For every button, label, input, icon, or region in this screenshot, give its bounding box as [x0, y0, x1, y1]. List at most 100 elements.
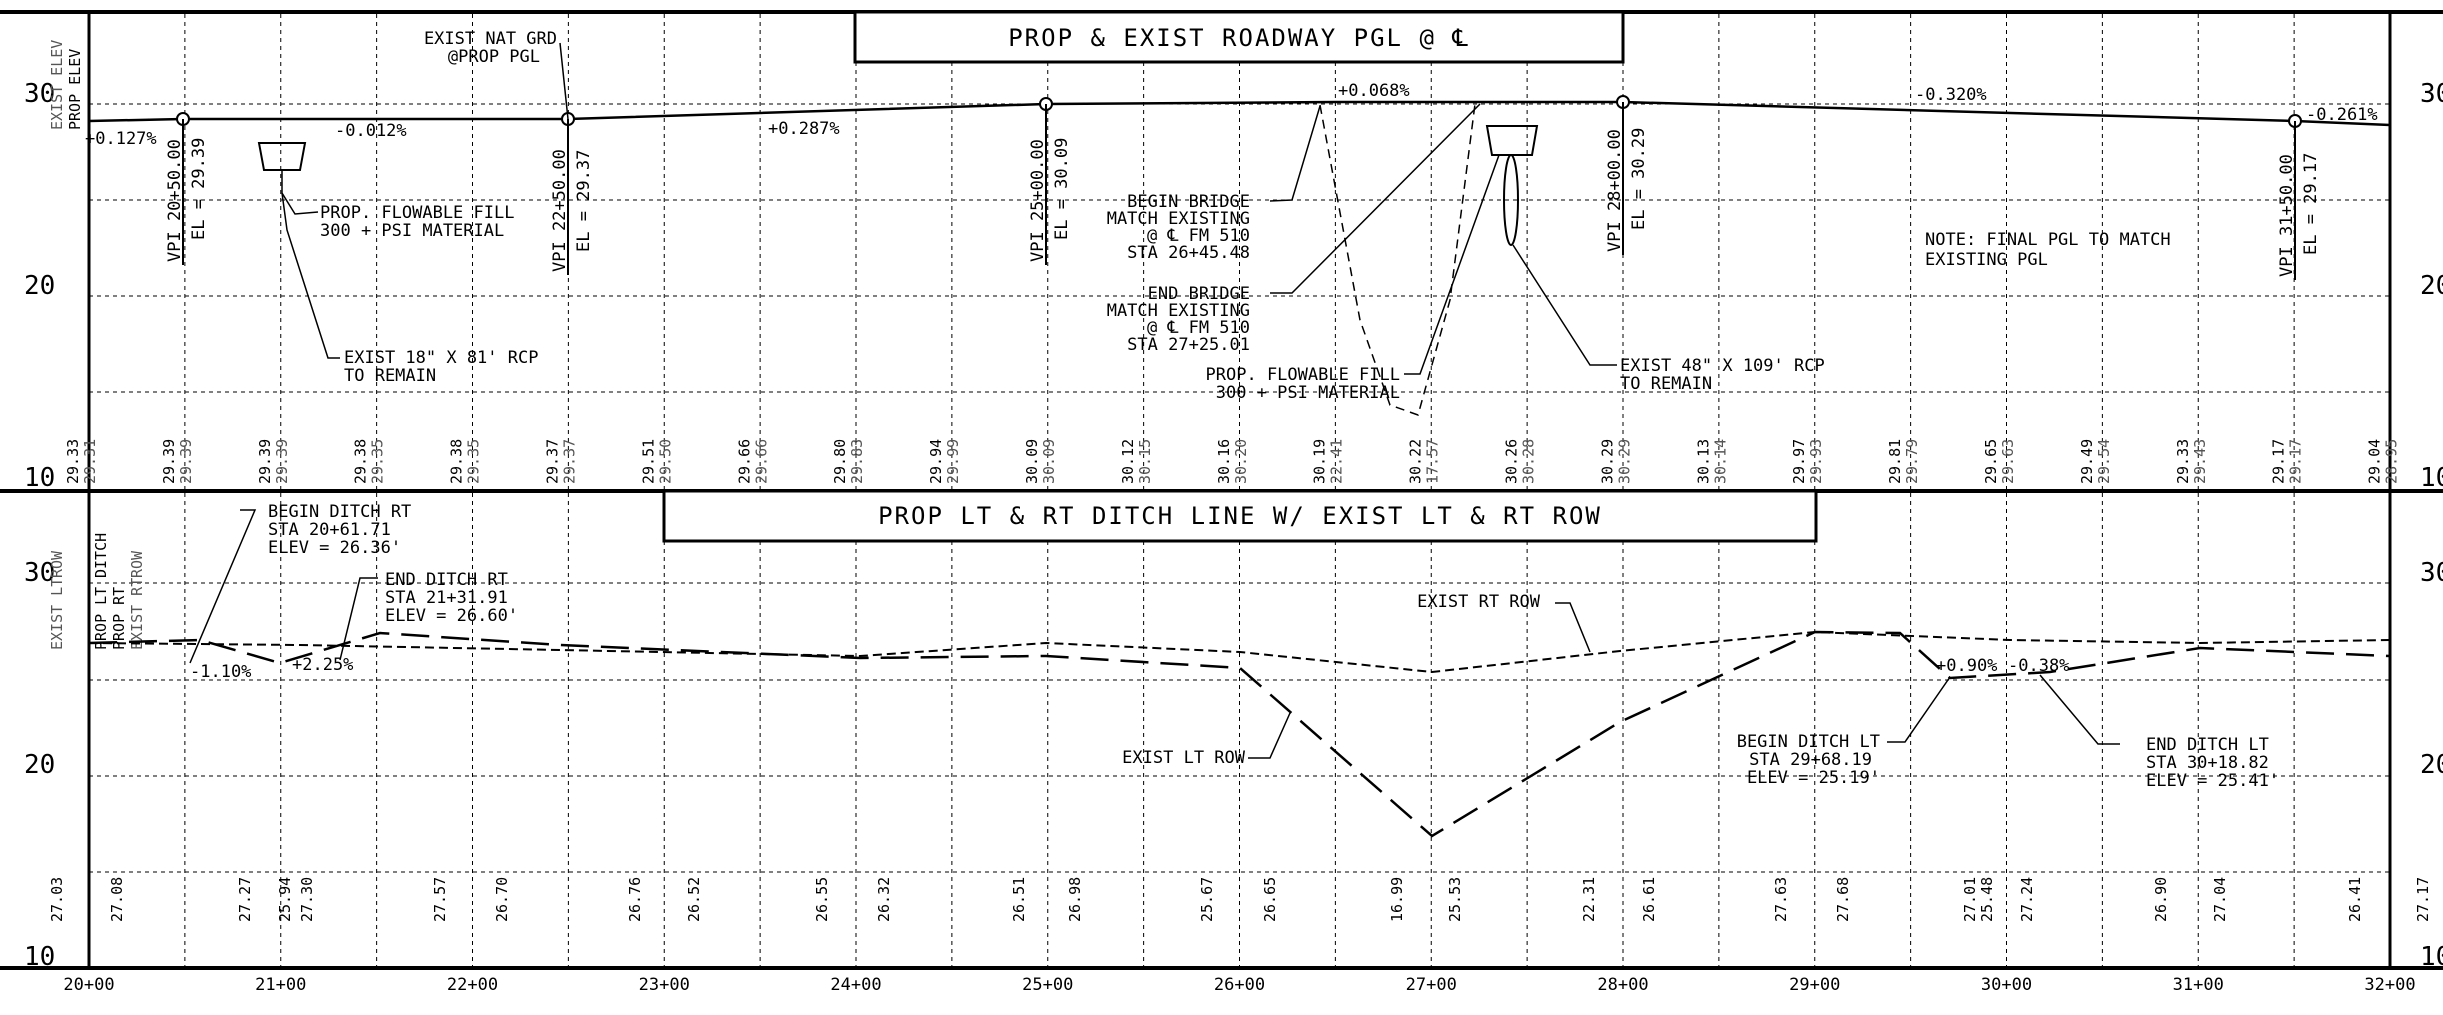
prop-elevation: 29.04 — [2366, 439, 2384, 484]
ditch-elevation: 26.32 — [875, 877, 893, 922]
ditch-elevation: 25.67 — [1198, 877, 1216, 922]
ditch-elevation: 27.04 — [2211, 877, 2229, 922]
ditch-elevation: 27.68 — [1834, 877, 1852, 922]
ditch-elevation: 25.53 — [1446, 877, 1464, 922]
ditch-elevation: 27.30 — [298, 877, 316, 922]
prop-elevation: 29.94 — [927, 439, 945, 484]
prop-elevation: 29.39 — [256, 439, 274, 484]
lower-elevation-labels: 27.03 27.08 27.27 25.94 27.30 27.57 26.70 26.76… — [48, 877, 2432, 922]
exist-elevation: 29.39 — [177, 439, 195, 484]
prop-elevation: 29.33 — [2174, 439, 2192, 484]
note-end-bridge-4: STA 27+25.01 — [1127, 335, 1250, 355]
prop-elevation: 29.81 — [1886, 439, 1904, 484]
prop-elevation: 30.16 — [1215, 439, 1233, 484]
side-prop-rt: PROP RT — [110, 587, 128, 650]
prop-elevation: 29.66 — [735, 439, 753, 484]
upper-title-box: PROP & EXIST ROADWAY PGL @ ℄ — [853, 10, 1625, 64]
exist-bridge-dip — [1319, 103, 1476, 416]
exist-elevation: 29.54 — [2095, 439, 2113, 484]
exist-elevation: 30.29 — [1615, 439, 1633, 484]
note-fill1-1: PROP. FLOWABLE FILL — [320, 203, 514, 223]
side-exist-elev: EXIST ELEV — [48, 40, 66, 130]
vpi-3-sta: VPI 25+00.00 — [1028, 139, 1048, 262]
ditch-elevation: 26.51 — [1010, 877, 1028, 922]
lower-y-10-right: 10 — [2420, 942, 2443, 972]
grid-lines — [89, 14, 2390, 966]
grade-2: -0.012% — [335, 121, 407, 141]
ditch-elevation: 26.98 — [1066, 877, 1084, 922]
lower-y-10: 10 — [24, 942, 55, 972]
lower-y-20-right: 20 — [2420, 750, 2443, 780]
ditch-elevation: 26.70 — [493, 877, 511, 922]
station-label: 31+00 — [2173, 975, 2224, 995]
station-label: 27+00 — [1406, 975, 1457, 995]
lower-y-30: 30 — [24, 558, 55, 588]
note-fill2-2: 300 + PSI MATERIAL — [1216, 383, 1400, 403]
note-final-pgl-1: NOTE: FINAL PGL TO MATCH — [1925, 230, 2171, 250]
vpi-4-el: EL = 30.29 — [1629, 128, 1649, 230]
note-final-pgl-2: EXISTING PGL — [1925, 250, 2048, 270]
prop-elevation: 30.22 — [1407, 439, 1425, 484]
lower-title-box: PROP LT & RT DITCH LINE W/ EXIST LT & RT… — [662, 489, 1818, 543]
exist-elevation: 17.57 — [1424, 439, 1442, 484]
prop-elevation: 29.49 — [2078, 439, 2096, 484]
upper-y-10: 10 — [24, 463, 55, 493]
lower-grade-4: -0.38% — [2008, 656, 2069, 676]
upper-elevation-labels: 29.33 29.31 29.39 29.39 29.39 29.39 29.38 29.35… — [64, 439, 2401, 484]
prop-elevation: 29.37 — [544, 439, 562, 484]
exist-elevation: 29.37 — [561, 439, 579, 484]
ditch-elevation: 26.55 — [813, 877, 831, 922]
lower-grade-3: +0.90% — [1936, 656, 1997, 676]
lower-grade-1: -1.10% — [190, 662, 251, 682]
pgl-profile — [88, 42, 2391, 416]
ditch-elevation: 27.27 — [236, 877, 254, 922]
note-nat-grd-1: EXIST NAT GRD — [424, 29, 557, 49]
side-row-1: ROW — [48, 550, 66, 578]
vpi-5-sta: VPI 31+50.00 — [2277, 154, 2297, 277]
note-end-ditch-rt-3: ELEV = 26.60' — [385, 606, 518, 626]
vpi-4-sta: VPI 28+00.00 — [1605, 129, 1625, 252]
exist-elevation: 30.20 — [1232, 439, 1250, 484]
note-fill1-2: 300 + PSI MATERIAL — [320, 221, 504, 241]
station-label: 26+00 — [1214, 975, 1265, 995]
station-label: 25+00 — [1022, 975, 1073, 995]
ditch-profile — [88, 509, 2391, 838]
side-ditch-1: DITCH — [92, 533, 110, 578]
exist-elevation: 29.43 — [2191, 439, 2209, 484]
ditch-elevation: 26.61 — [1640, 877, 1658, 922]
exist-rt-row-line — [88, 630, 2391, 674]
ditch-elevation: 26.76 — [626, 877, 644, 922]
exist-elevation: 28.95 — [2383, 439, 2401, 484]
exist-elevation: 29.35 — [369, 439, 387, 484]
exist-elevation: 30.28 — [1520, 439, 1538, 484]
ditch-elevation: 27.63 — [1772, 877, 1790, 922]
note-end-bridge-1: END BRIDGE — [1148, 284, 1250, 304]
lower-title: PROP LT & RT DITCH LINE W/ EXIST LT & RT… — [878, 502, 1602, 530]
ditch-elevation: 27.01 — [1961, 877, 1979, 922]
exist-elevation: 29.35 — [465, 439, 483, 484]
exist-elevation: 29.50 — [656, 439, 674, 484]
station-label: 29+00 — [1789, 975, 1840, 995]
vpi-5-el: EL = 29.17 — [2301, 153, 2321, 255]
note-begin-bridge-3: @ ℄ FM 510 — [1147, 226, 1250, 246]
lower-annotations: -1.10% +2.25% +0.90% -0.38% BEGIN DITCH … — [190, 502, 2279, 791]
side-row-2: ROW — [128, 550, 146, 578]
upper-y-20-right: 20 — [2420, 271, 2443, 301]
note-rcp48-2: TO REMAIN — [1620, 374, 1712, 394]
note-end-ditch-rt-1: END DITCH RT — [385, 570, 508, 590]
ditch-elevation: 26.41 — [2346, 877, 2364, 922]
prop-elevation: 29.38 — [352, 439, 370, 484]
station-label: 20+00 — [63, 975, 114, 995]
grade-5: -0.320% — [1915, 85, 1987, 105]
note-exist-lt-row: EXIST LT ROW — [1122, 748, 1246, 768]
ditch-elevation: 26.65 — [1261, 877, 1279, 922]
ditch-elevation: 25.48 — [1978, 877, 1996, 922]
exist-elevation: 29.99 — [944, 439, 962, 484]
vpi-2-sta: VPI 22+50.00 — [550, 149, 570, 272]
note-end-bridge-3: @ ℄ FM 510 — [1147, 318, 1250, 338]
note-end-ditch-rt-2: STA 21+31.91 — [385, 588, 508, 608]
station-label: 28+00 — [1597, 975, 1648, 995]
note-fill2-1: PROP. FLOWABLE FILL — [1206, 365, 1400, 385]
exist-elevation: 30.15 — [1136, 439, 1154, 484]
upper-y-30-right: 30 — [2420, 79, 2443, 109]
